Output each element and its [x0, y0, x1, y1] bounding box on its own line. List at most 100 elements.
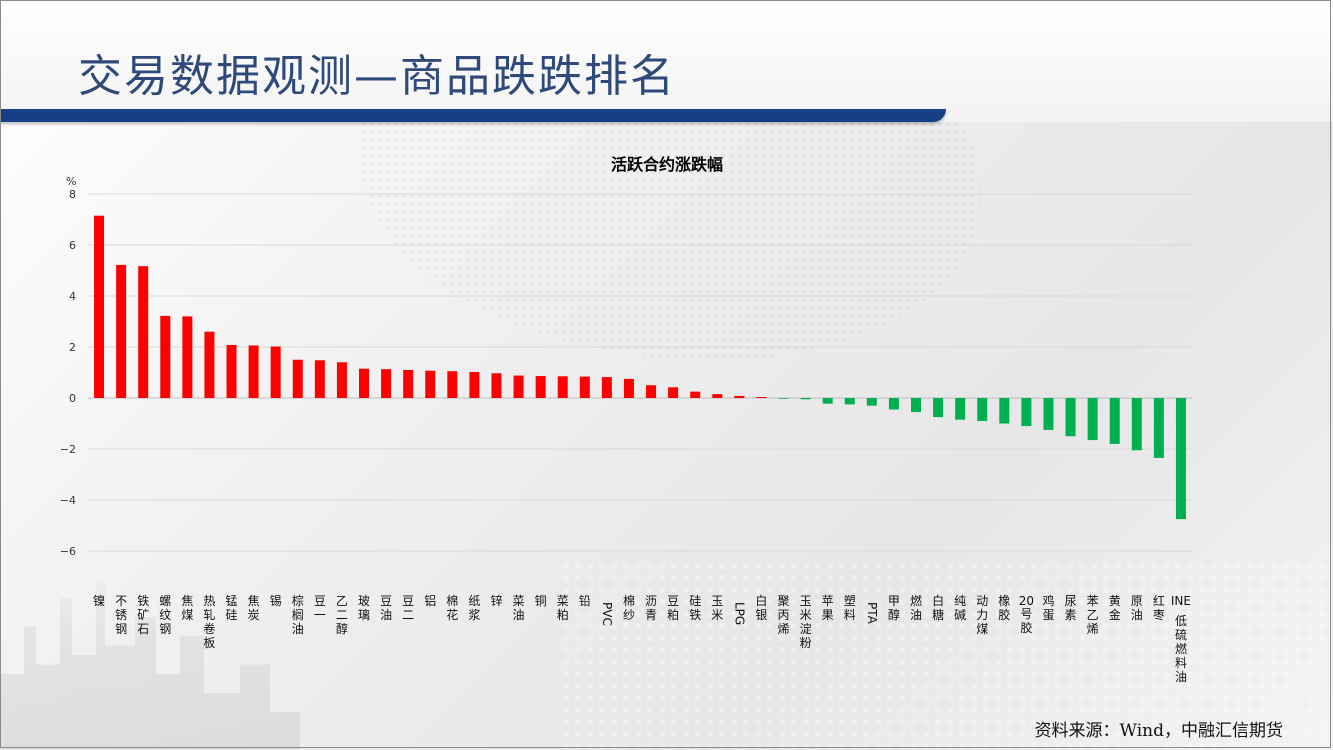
x-tick-label: 玻璃: [358, 594, 370, 622]
bar: [999, 398, 1010, 424]
bar: [491, 373, 502, 398]
bar: [1021, 398, 1032, 427]
bar: [866, 398, 877, 406]
bar: [1153, 398, 1164, 458]
x-tick-label: 锌: [490, 594, 502, 608]
page-title: 交易数据观测—商品跌跌排名: [78, 51, 676, 102]
y-tick-label: 6: [69, 239, 76, 252]
x-tick-label: 豆一: [314, 594, 326, 622]
x-tick-label: 白糖: [932, 593, 944, 622]
bar: [248, 345, 259, 398]
bar: [270, 346, 281, 398]
x-tick-label: 橡胶: [998, 594, 1010, 622]
x-tick-label: 锰硅: [226, 593, 238, 622]
bar: [381, 369, 392, 398]
x-tick-label: PTA: [865, 602, 879, 625]
x-tick-label: 焦煤: [181, 594, 193, 622]
bar: [712, 394, 723, 398]
x-tick-label: 苹果: [822, 594, 834, 622]
x-tick-label: 20 号胶: [1019, 594, 1034, 635]
bar: [513, 375, 524, 398]
bar: [778, 398, 789, 399]
bar: [734, 395, 745, 398]
bar: [182, 316, 193, 398]
bar: [94, 215, 105, 398]
y-tick-label: 2: [69, 341, 76, 354]
bar: [601, 377, 612, 398]
x-tick-label: LPG: [732, 602, 746, 625]
x-tick-label: 鸡蛋: [1042, 593, 1054, 622]
y-tick-label: −2: [60, 443, 76, 456]
y-axis-ticks: 8 6 4 2 0 −2 −4 −6: [60, 188, 76, 558]
x-tick-label: 镍: [93, 594, 105, 608]
bars: [94, 215, 1186, 520]
x-tick-label: 锡: [270, 593, 282, 608]
bar: [160, 315, 171, 398]
x-tick-label: 棕榈油: [292, 593, 304, 636]
bar: [690, 391, 701, 398]
y-tick-label: −4: [60, 494, 76, 507]
bar: [1131, 398, 1142, 451]
bar: [933, 398, 944, 418]
bar: [668, 387, 679, 398]
bar: [1043, 398, 1054, 430]
x-tick-label: 白银: [755, 593, 767, 622]
bar: [403, 369, 414, 398]
x-tick-label: 塑料: [844, 593, 856, 622]
bar: [116, 264, 127, 398]
bar: [1109, 398, 1120, 444]
x-tick-label: 尿素: [1065, 594, 1077, 622]
x-tick-label: 沥青: [645, 594, 657, 622]
bar: [557, 376, 568, 398]
x-tick-label: INE 低硫燃料油: [1171, 594, 1191, 684]
bar: [226, 344, 237, 398]
y-axis-unit-label: %: [66, 175, 76, 188]
bar: [1065, 398, 1076, 437]
x-tick-label: 铅: [579, 594, 591, 608]
x-tick-label: 热轧卷板: [203, 594, 215, 650]
bar: [844, 398, 855, 405]
source-note: 资料来源：Wind，中融汇信期货: [1034, 721, 1283, 741]
bar: [623, 378, 634, 398]
x-tick-label: 铜: [535, 593, 547, 608]
x-tick-label: 棉花: [446, 594, 458, 622]
header-band: 交易数据观测—商品跌跌排名: [0, 0, 1333, 122]
x-tick-label: 聚丙烯: [778, 594, 790, 636]
bar: [646, 385, 657, 398]
chart-title: 活跃合约涨跌幅: [611, 155, 723, 174]
bar: [955, 398, 966, 420]
bar: [822, 398, 833, 404]
x-tick-label: 螺纹钢: [159, 594, 171, 636]
y-tick-label: −6: [60, 545, 76, 558]
x-tick-label: 苯乙烯: [1087, 594, 1099, 636]
bar: [204, 331, 215, 398]
bar: [911, 398, 921, 413]
bar: [579, 376, 590, 398]
title-underline-bar: [0, 109, 946, 122]
bar: [1087, 398, 1098, 441]
x-tick-label: 硅铁: [689, 594, 701, 622]
bar: [292, 359, 303, 398]
bar: [888, 398, 899, 410]
x-tick-label: 铝: [424, 593, 436, 608]
x-tick-label: 红枣: [1153, 593, 1165, 622]
x-tick-label: 菜粕: [557, 594, 569, 622]
bar: [469, 371, 480, 398]
x-tick-label: 铁矿石: [137, 594, 149, 636]
x-tick-label: 乙二醇: [336, 594, 348, 636]
y-tick-label: 4: [69, 290, 76, 303]
x-tick-label: 不锈钢: [115, 594, 127, 636]
x-tick-label: 玉米: [711, 594, 723, 622]
bar: [138, 266, 149, 398]
bar: [535, 376, 546, 398]
x-tick-label: 豆油: [380, 594, 392, 622]
x-tick-label: 纸浆: [468, 594, 480, 622]
y-tick-label: 0: [69, 392, 76, 405]
x-tick-label: 玉米淀粉: [800, 594, 812, 650]
x-tick-label: PVC: [600, 602, 614, 626]
x-tick-label: 纯碱: [954, 594, 966, 622]
x-tick-label: 焦炭: [248, 594, 260, 622]
x-tick-label: 燃油: [910, 593, 922, 622]
